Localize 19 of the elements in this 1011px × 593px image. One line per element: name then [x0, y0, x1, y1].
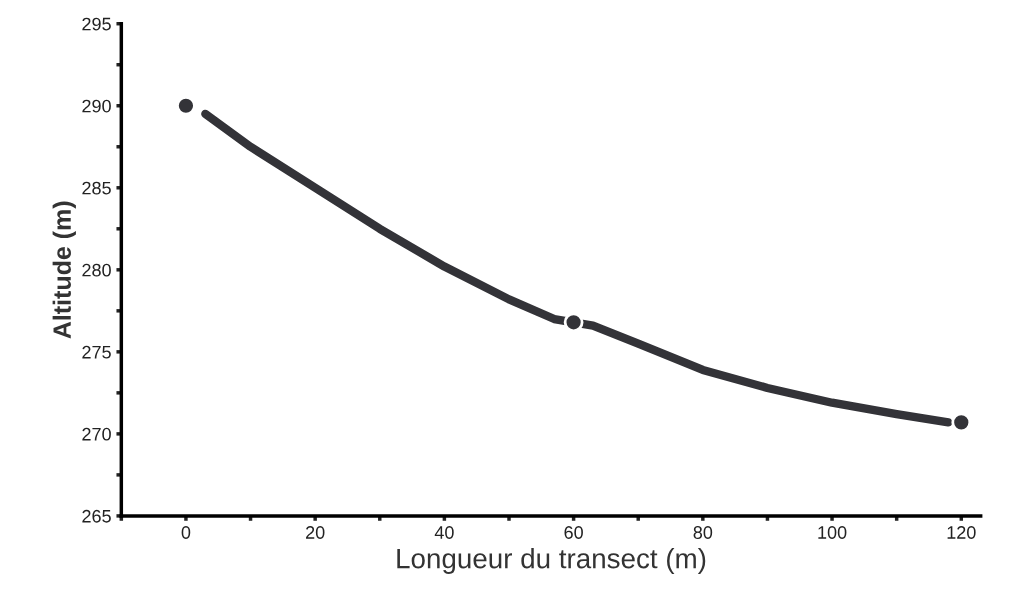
x-tick-label: 120 [947, 526, 976, 539]
point [563, 312, 584, 333]
x-axis-title: Longueur du transect (m) [397, 548, 706, 574]
x-tick-label: 0 [181, 526, 191, 539]
y-tick-label: 270 [82, 427, 111, 441]
y-tick-label: 265 [82, 509, 111, 523]
y-tick-label: 285 [82, 181, 111, 195]
point [951, 412, 972, 433]
y-tick-label: 290 [82, 99, 111, 113]
x-tick-label: 100 [818, 526, 847, 539]
y-tick-label: 295 [82, 17, 111, 31]
y-axis-title: Altitude (m) [52, 201, 76, 339]
x-tick-label: 20 [306, 526, 325, 539]
y-tick-label: 280 [82, 263, 111, 277]
x-tick-label: 40 [434, 526, 454, 539]
x-tick-label: 80 [693, 526, 713, 539]
point [176, 95, 196, 116]
y-tick-label: 275 [82, 345, 111, 359]
x-tick-label: 60 [564, 526, 583, 539]
